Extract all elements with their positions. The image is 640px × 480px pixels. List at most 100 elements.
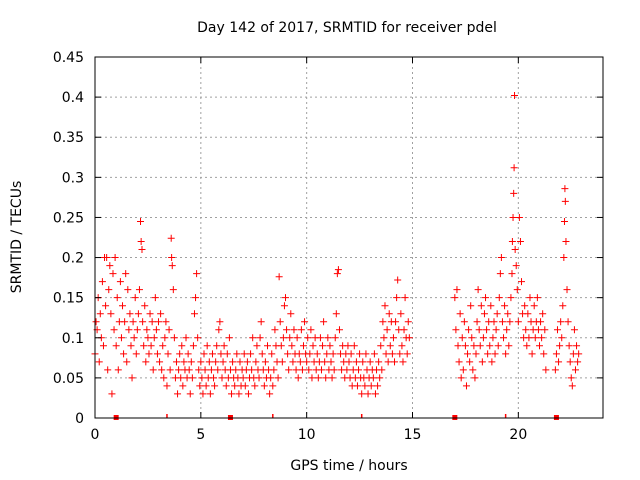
data-point	[400, 326, 408, 334]
data-point	[472, 350, 480, 358]
data-point	[119, 302, 127, 310]
data-point	[284, 350, 292, 358]
data-point	[476, 342, 484, 350]
data-point	[218, 374, 226, 382]
data-point	[123, 358, 131, 366]
data-point	[486, 342, 494, 350]
data-point	[277, 342, 285, 350]
data-point	[271, 326, 279, 334]
data-point	[466, 358, 474, 366]
data-point	[375, 358, 383, 366]
data-point	[522, 326, 530, 334]
data-point	[268, 350, 276, 358]
data-point	[287, 310, 295, 318]
data-point	[292, 366, 300, 374]
data-point	[159, 342, 167, 350]
data-point	[537, 318, 545, 326]
data-point	[370, 350, 378, 358]
data-point	[381, 302, 389, 310]
data-point	[132, 350, 140, 358]
data-point	[198, 374, 206, 382]
data-point	[248, 366, 256, 374]
data-point	[328, 374, 336, 382]
data-point	[376, 374, 384, 382]
data-point	[492, 326, 500, 334]
data-point	[335, 326, 343, 334]
data-point	[516, 238, 524, 246]
data-point	[393, 294, 401, 302]
y-tick-label: 0.1	[62, 331, 84, 347]
data-point	[313, 350, 321, 358]
data-point	[232, 366, 240, 374]
data-point	[261, 358, 269, 366]
data-point	[244, 390, 252, 398]
data-point	[377, 342, 385, 350]
data-point	[324, 334, 332, 342]
data-point	[573, 342, 581, 350]
data-point	[462, 382, 470, 390]
data-point	[398, 342, 406, 350]
data-point	[506, 318, 514, 326]
data-point	[208, 350, 216, 358]
data-point	[98, 278, 106, 286]
data-point	[459, 366, 467, 374]
data-point	[468, 334, 476, 342]
data-point	[141, 302, 149, 310]
data-point	[137, 238, 145, 246]
data-point	[388, 350, 396, 358]
data-point	[367, 382, 375, 390]
data-point	[482, 294, 490, 302]
data-point	[168, 254, 176, 262]
y-tick-label: 0.2	[62, 251, 84, 267]
data-point	[502, 350, 510, 358]
y-tick-label: 0.3	[62, 170, 84, 186]
data-point	[194, 334, 202, 342]
data-point	[359, 358, 367, 366]
data-point	[524, 310, 532, 318]
data-point	[489, 334, 497, 342]
data-point	[512, 262, 520, 270]
data-point	[361, 382, 369, 390]
data-point	[109, 270, 117, 278]
data-point	[155, 318, 162, 326]
data-point	[240, 350, 248, 358]
data-point	[454, 342, 462, 350]
data-point	[564, 318, 572, 326]
data-point	[170, 334, 178, 342]
data-point	[217, 350, 225, 358]
data-point	[306, 350, 314, 358]
data-point	[102, 302, 110, 310]
data-point	[124, 286, 132, 294]
data-point	[307, 326, 315, 334]
data-point	[148, 318, 156, 326]
data-point	[465, 326, 473, 334]
data-point	[187, 358, 195, 366]
data-point	[286, 334, 294, 342]
data-point	[146, 310, 154, 318]
data-point	[356, 350, 364, 358]
data-point	[553, 326, 561, 334]
data-point	[95, 358, 103, 366]
data-point	[510, 164, 518, 172]
data-point	[309, 342, 317, 350]
data-point	[104, 366, 112, 374]
data-point	[552, 350, 560, 358]
data-point	[480, 310, 488, 318]
tick-labels: 0 5 10 15 20 0 0.05 0.1 0.15 0.2 0.25 0.3 0.35 0.4 0.4…	[53, 50, 527, 443]
data-point	[197, 358, 205, 366]
data-point	[511, 92, 519, 100]
data-point	[396, 350, 404, 358]
y-tick-label: 0.35	[53, 130, 84, 146]
data-point	[290, 326, 298, 334]
data-point	[334, 266, 342, 274]
data-point	[308, 374, 316, 382]
data-point	[508, 270, 516, 278]
x-tick-label: 10	[298, 427, 316, 443]
data-point	[114, 366, 122, 374]
data-point	[233, 350, 241, 358]
data-point	[536, 342, 543, 350]
data-point	[168, 262, 176, 270]
data-point	[397, 310, 405, 318]
data-point	[127, 342, 135, 350]
